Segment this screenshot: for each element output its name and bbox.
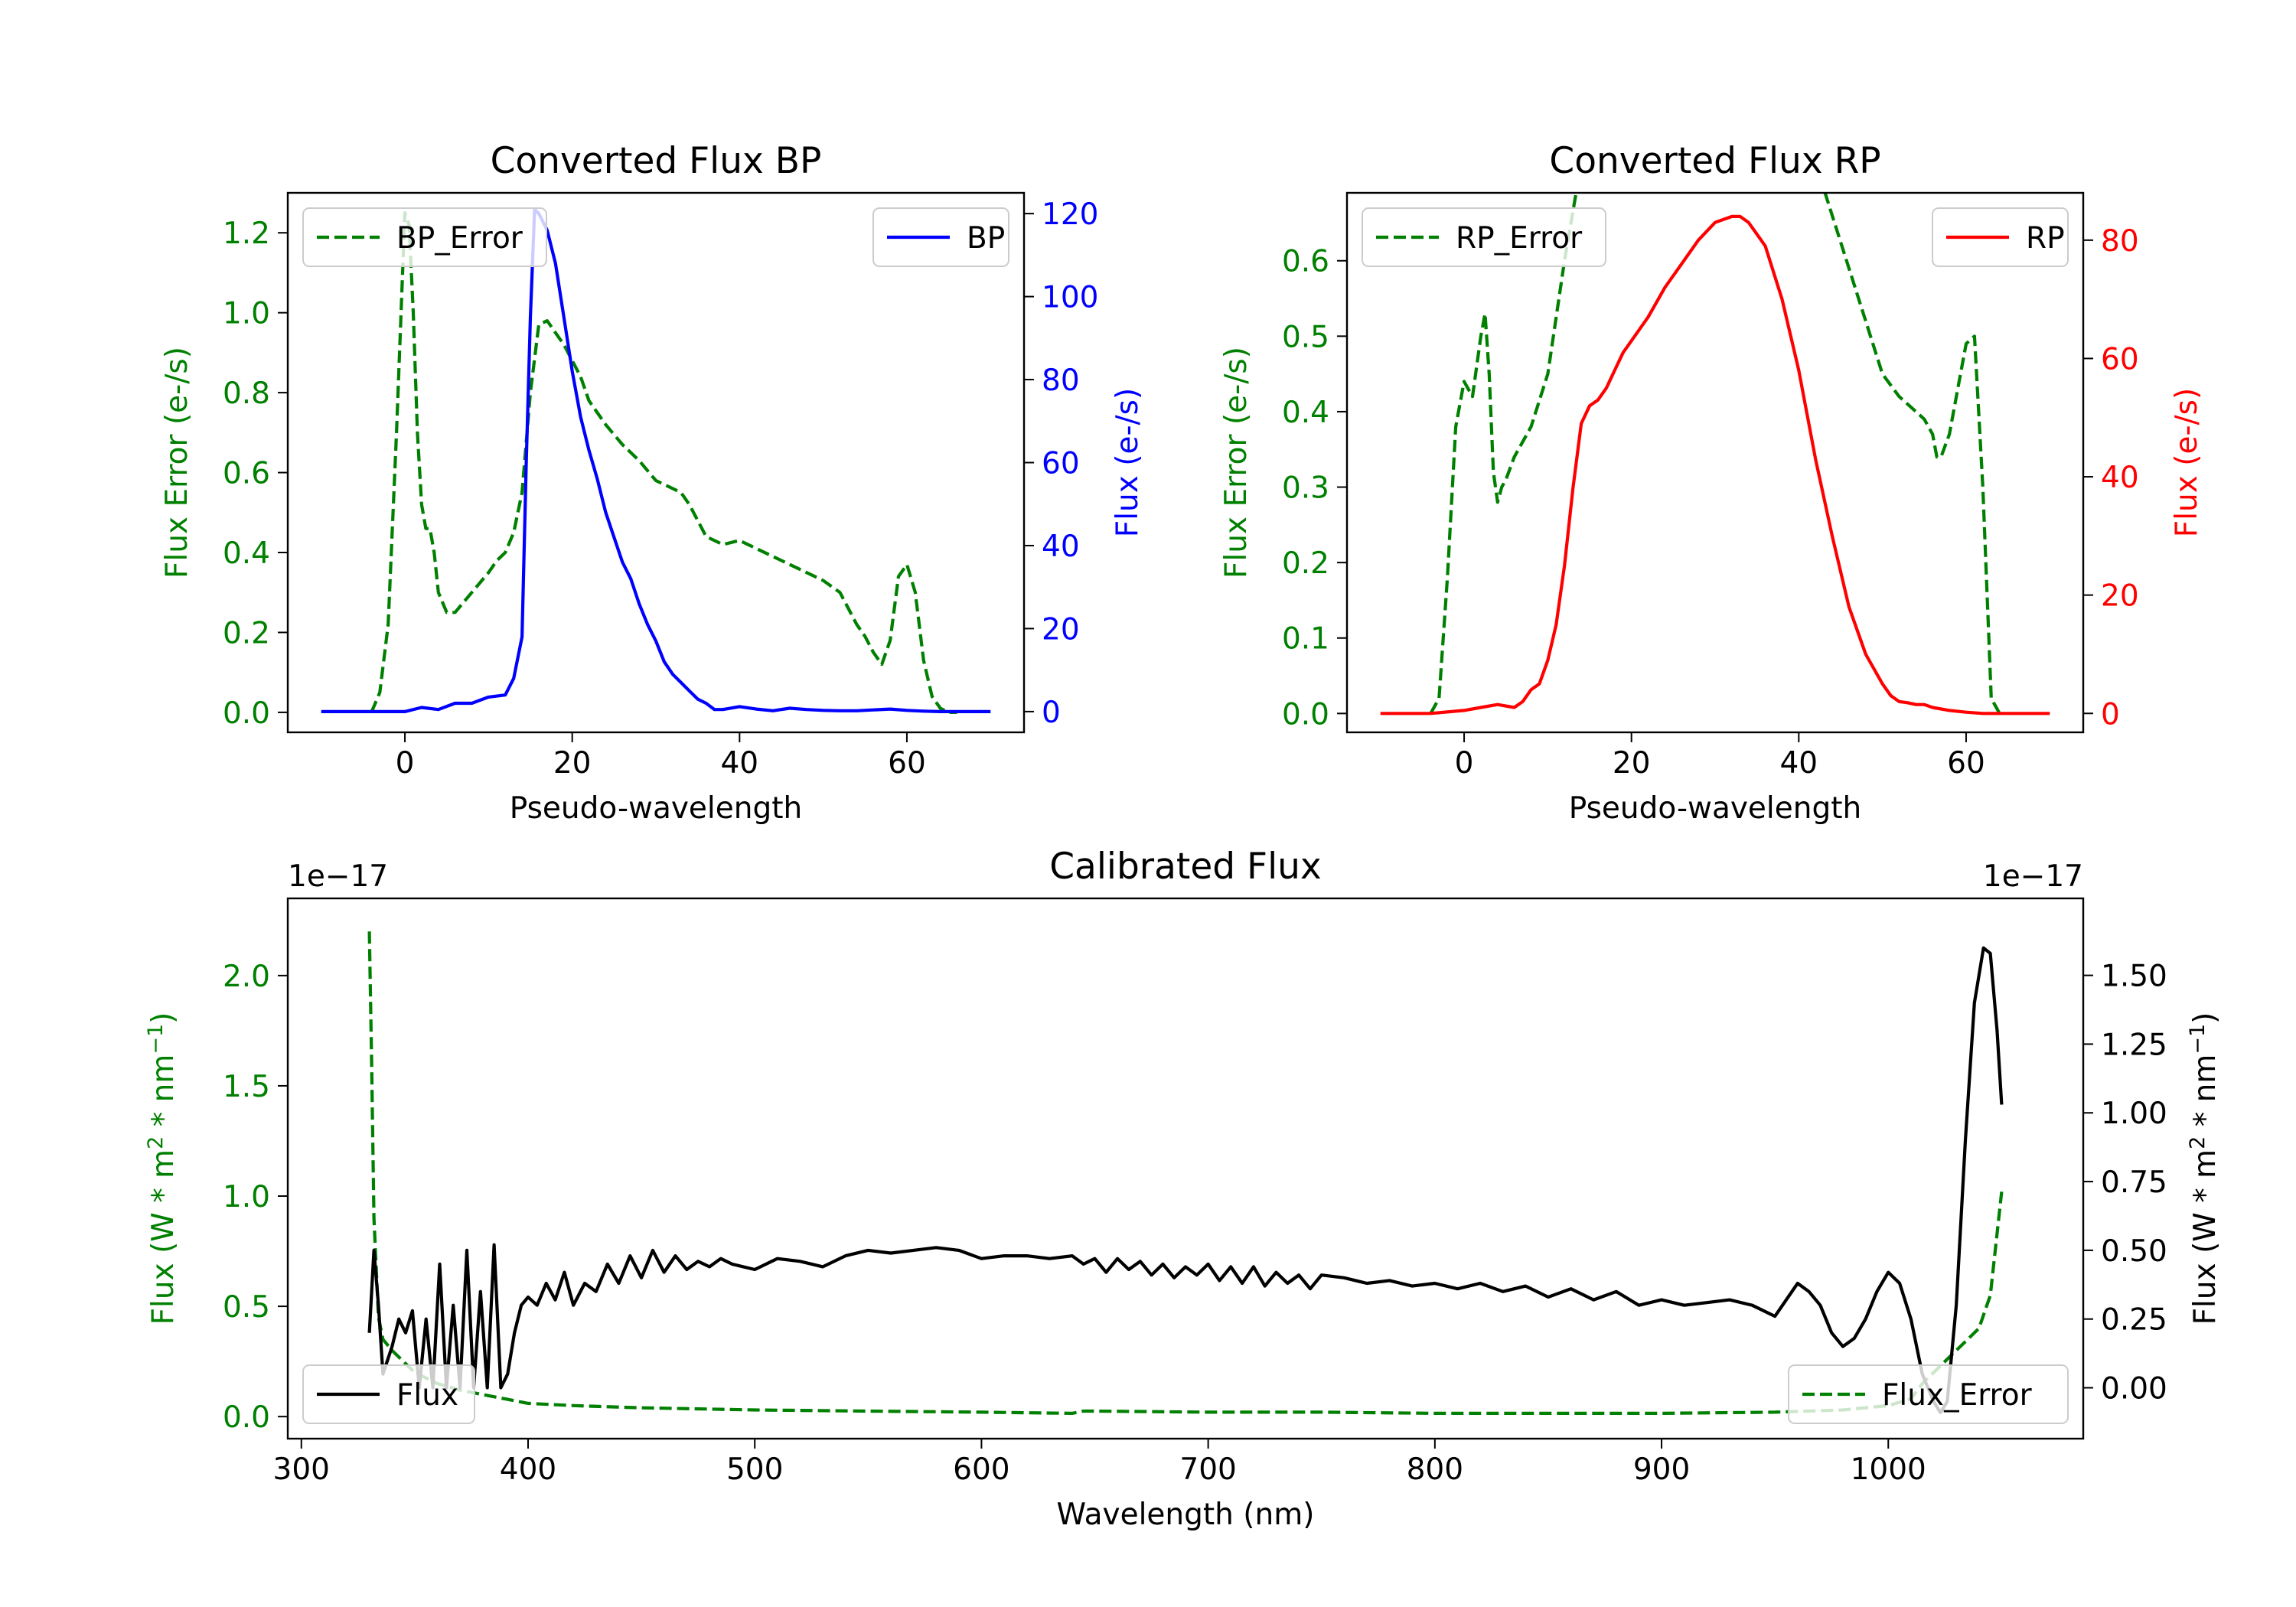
left-offset-text: 1e−17 xyxy=(288,859,388,894)
x-tick-label: 40 xyxy=(720,746,758,781)
right-tick-label: 20 xyxy=(1042,612,1080,647)
right-tick-label: 0.75 xyxy=(2101,1165,2167,1200)
legend-label: BP xyxy=(967,221,1005,256)
chart-title: Converted Flux RP xyxy=(1549,140,1880,182)
legend-box xyxy=(1788,1364,2069,1424)
right-tick-label: 1.50 xyxy=(2101,960,2167,994)
x-tick-label: 1000 xyxy=(1851,1452,1926,1487)
left-tick-label: 0.4 xyxy=(223,536,270,571)
x-tick-label: 60 xyxy=(888,746,926,781)
series-rp-error-line xyxy=(1429,193,2001,715)
left-tick-label: 0.0 xyxy=(223,1400,270,1435)
right-offset-text: 1e−17 xyxy=(1983,859,2083,894)
left-tick-label: 0.8 xyxy=(223,376,270,411)
right-axis-label: Flux (W * m2 * nm−1) xyxy=(2186,1012,2223,1325)
legend-rp-error: RP_Error xyxy=(1362,207,1606,267)
left-axis-label: Flux Error (e-/s) xyxy=(1219,347,1254,579)
legend-flux-error: Flux_Error xyxy=(1788,1364,2069,1424)
right-tick-label: 0 xyxy=(2101,697,2120,732)
x-tick-label: 800 xyxy=(1407,1452,1463,1487)
legend-box xyxy=(302,207,547,267)
plot-frame xyxy=(286,897,2085,1440)
right-tick-label: 1.00 xyxy=(2101,1097,2167,1131)
right-tick-label: 20 xyxy=(2101,579,2139,614)
left-tick-label: 0.2 xyxy=(1282,546,1329,581)
legend-label: RP xyxy=(2026,221,2065,256)
x-tick-label: 400 xyxy=(500,1452,556,1487)
left-tick-label: 0.3 xyxy=(1282,471,1329,506)
left-tick-label: 0.2 xyxy=(223,616,270,650)
chart-bp: Converted Flux BP 0 20 40 60 Pseudo-wavelengt… xyxy=(160,140,1145,826)
x-axis-label: Pseudo-wavelength xyxy=(510,791,802,826)
right-tick-label: 100 xyxy=(1042,281,1098,315)
x-tick-label: 20 xyxy=(553,746,592,781)
right-tick-label: 80 xyxy=(1042,363,1080,398)
x-tick-label: 20 xyxy=(1613,746,1651,781)
plot-frame xyxy=(286,191,1026,734)
legend-rp: RP xyxy=(1932,207,2069,267)
right-tick-label: 120 xyxy=(1042,197,1098,232)
left-tick-label: 0.6 xyxy=(223,457,270,491)
left-tick-label: 1.2 xyxy=(223,217,270,251)
legend-label: Flux xyxy=(396,1378,458,1413)
left-tick-label: 0.0 xyxy=(223,696,270,731)
right-tick-label: 0.25 xyxy=(2101,1303,2167,1338)
legend-label: BP_Error xyxy=(396,221,523,256)
x-axis-label: Pseudo-wavelength xyxy=(1569,791,1861,826)
x-tick-label: 60 xyxy=(1947,746,1985,781)
right-axis-label: Flux (e-/s) xyxy=(1110,388,1145,537)
left-tick-label: 2.0 xyxy=(223,960,270,994)
right-tick-label: 40 xyxy=(2101,461,2139,495)
x-tick-label: 700 xyxy=(1179,1452,1236,1487)
left-tick-label: 1.0 xyxy=(223,1180,270,1214)
left-tick-label: 0.6 xyxy=(1282,245,1329,279)
x-tick-label: 40 xyxy=(1779,746,1818,781)
legend-label: RP_Error xyxy=(1456,221,1583,256)
left-tick-label: 1.5 xyxy=(223,1070,270,1104)
right-tick-label: 0.00 xyxy=(2101,1372,2167,1407)
series-bp-error-line xyxy=(370,211,957,714)
right-tick-label: 60 xyxy=(1042,447,1080,481)
right-tick-label: 60 xyxy=(2101,342,2139,376)
x-tick-label: 0 xyxy=(1455,746,1474,781)
left-tick-label: 0.0 xyxy=(1282,697,1329,732)
right-tick-label: 1.25 xyxy=(2101,1028,2167,1062)
left-tick-label: 0.1 xyxy=(1282,622,1329,657)
legend-bp: BP xyxy=(872,207,1009,267)
x-axis-label: Wavelength (nm) xyxy=(1057,1498,1315,1532)
chart-rp: Converted Flux RP 0 20 40 60 Pseudo-wavelengt… xyxy=(1219,140,2204,826)
left-tick-label: 0.4 xyxy=(1282,396,1329,430)
series-flux-line xyxy=(367,946,2004,1414)
series-flux-error-line xyxy=(367,931,2004,1415)
legend-bp-error: BP_Error xyxy=(302,207,547,267)
right-tick-label: 0 xyxy=(1042,696,1061,730)
series-bp-line xyxy=(321,207,991,713)
left-tick-label: 0.5 xyxy=(223,1290,270,1325)
plot-frame xyxy=(1345,191,2085,734)
left-axis-label: Flux (W * m2 * nm−1) xyxy=(144,1012,181,1325)
chart-cal: Calibrated Flux 300 400 500 600 700 800 900 1000… xyxy=(144,846,2223,1532)
right-axis-label: Flux (e-/s) xyxy=(2170,388,2204,537)
left-tick-label: 0.5 xyxy=(1282,320,1329,354)
left-axis-label: Flux Error (e-/s) xyxy=(160,347,194,579)
x-tick-label: 600 xyxy=(953,1452,1009,1487)
x-tick-label: 0 xyxy=(396,746,415,781)
right-tick-label: 0.50 xyxy=(2101,1234,2167,1269)
right-tick-label: 40 xyxy=(1042,530,1080,564)
legend-label: Flux_Error xyxy=(1882,1378,2033,1413)
x-tick-label: 300 xyxy=(273,1452,330,1487)
right-tick-label: 80 xyxy=(2101,224,2139,259)
legend-box xyxy=(1362,207,1606,267)
x-tick-label: 500 xyxy=(726,1452,783,1487)
x-tick-label: 900 xyxy=(1633,1452,1690,1487)
chart-title: Converted Flux BP xyxy=(491,140,822,182)
chart-title: Calibrated Flux xyxy=(1049,846,1322,888)
left-tick-label: 1.0 xyxy=(223,297,270,331)
legend-box xyxy=(302,1364,475,1424)
series-rp-line xyxy=(1380,214,2050,715)
legend-flux: Flux xyxy=(302,1364,475,1424)
